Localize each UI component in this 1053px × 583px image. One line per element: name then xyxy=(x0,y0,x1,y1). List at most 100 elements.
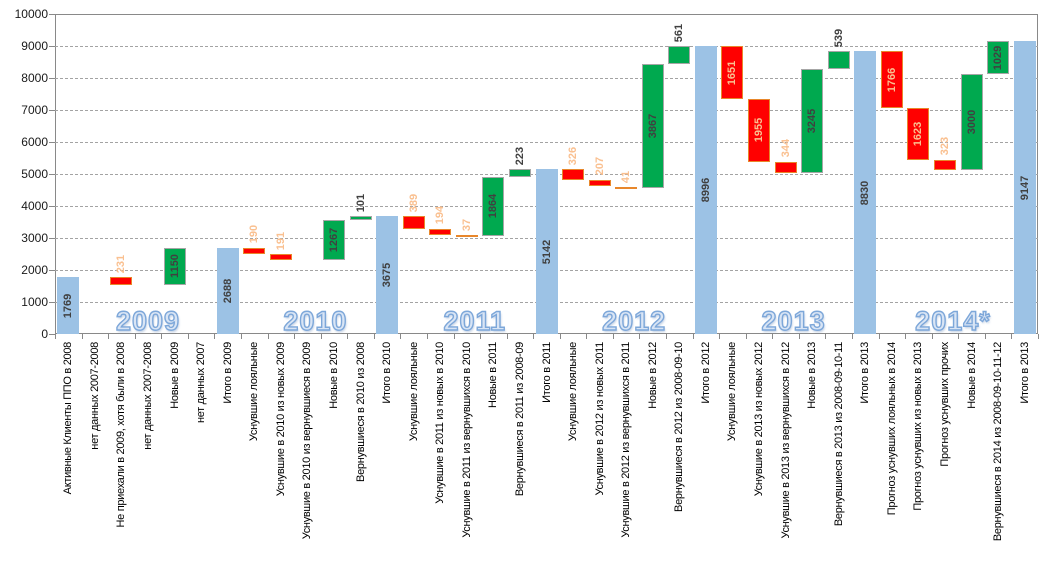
waterfall-bar-decrease xyxy=(721,46,744,99)
x-axis-tick xyxy=(639,334,641,339)
y-axis-tick xyxy=(49,78,55,79)
x-axis-category-label: Новые в 2009 xyxy=(168,342,181,409)
x-axis-tick xyxy=(506,334,508,339)
bar-value-label: 561 xyxy=(673,23,686,42)
bar-value-label: 1864 xyxy=(487,194,500,219)
x-axis-tick xyxy=(400,334,402,339)
x-axis-category-label: Вернувшиеся в 2011 из 2008-09 xyxy=(513,342,526,497)
waterfall-bar-increase xyxy=(163,247,186,285)
x-axis-category-label: нет данных 2007-2008 xyxy=(141,342,154,450)
x-axis-tick xyxy=(453,334,455,339)
bar-value-label: 8996 xyxy=(699,177,712,203)
x-axis-category-label: Уснувшие в 2011 из вернувшихся в 2010 xyxy=(460,342,473,538)
waterfall-bar-total xyxy=(216,247,239,334)
bar-value-label: 389 xyxy=(407,193,420,213)
x-axis-category-label: Вернувшиеся в 2014 из 2008-09-10-11-12 xyxy=(992,342,1005,542)
gridline xyxy=(55,142,1038,143)
y-axis-tick xyxy=(49,14,55,15)
waterfall-bar-decrease xyxy=(907,107,930,160)
x-axis-category-label: Прогноз уснувших лояльных в 2014 xyxy=(885,342,898,516)
bar-value-label: 323 xyxy=(939,137,951,156)
x-axis-tick xyxy=(745,334,747,339)
waterfall-bar-increase xyxy=(322,219,345,261)
x-axis-tick xyxy=(55,334,56,339)
waterfall-bar-total xyxy=(57,277,80,334)
bar-value-label: 539 xyxy=(832,28,845,48)
bar-value-label: 1267 xyxy=(327,227,340,253)
waterfall-bar-total xyxy=(854,51,877,334)
x-axis-tick xyxy=(81,334,83,339)
x-axis-category-label: Уснувшие лояльные xyxy=(248,342,261,442)
year-watermark-label: 2014* xyxy=(914,305,991,336)
y-axis-tick-label: 7000 xyxy=(21,103,48,117)
waterfall-bar-total xyxy=(535,169,558,334)
y-axis-tick xyxy=(49,110,55,111)
waterfall-bar-increase xyxy=(801,68,824,173)
x-axis-tick xyxy=(559,334,561,339)
x-axis-category-label: нет данных 2007 xyxy=(195,342,208,424)
bar-value-label: 194 xyxy=(434,206,447,225)
x-axis-tick xyxy=(187,334,189,339)
year-watermark-label: 2013 xyxy=(761,305,826,336)
waterfall-bar-increase xyxy=(827,51,850,69)
x-axis-tick xyxy=(240,334,242,339)
x-axis-tick xyxy=(825,334,827,339)
y-axis-tick xyxy=(49,46,55,47)
y-axis-tick-label: 9000 xyxy=(21,39,48,53)
waterfall-bar-decrease xyxy=(429,228,452,236)
waterfall-bar-increase xyxy=(668,46,691,65)
x-axis-tick xyxy=(852,334,854,339)
x-axis-category-label: Вернувшиеся в 2012 из 2008-09-10 xyxy=(673,342,686,512)
waterfall-bar-decrease xyxy=(748,98,771,162)
x-axis-category-label: Уснувшие в 2012 из вернувшихся в 2011 xyxy=(620,342,633,538)
gridline xyxy=(55,78,1038,79)
x-axis-tick xyxy=(905,334,907,339)
y-axis-tick-label: 8000 xyxy=(21,71,48,85)
x-axis-tick xyxy=(931,334,933,339)
x-axis-category-label: Итого в 2013 xyxy=(1018,342,1031,404)
gridline xyxy=(55,110,1038,111)
bar-value-label: 326 xyxy=(567,146,580,166)
waterfall-bar-total xyxy=(1013,41,1036,334)
x-axis-category-label: Новые в 2012 xyxy=(646,342,659,409)
bar-value-label: 207 xyxy=(593,157,606,176)
x-axis-tick xyxy=(1038,334,1039,339)
waterfall-bar-increase xyxy=(349,216,372,220)
x-axis-tick xyxy=(267,334,269,339)
waterfall-bar-decrease xyxy=(774,161,797,173)
bar-value-label: 1651 xyxy=(726,60,739,85)
x-axis-tick xyxy=(666,334,668,339)
y-axis-tick-label: 10000 xyxy=(14,7,48,21)
x-axis-tick xyxy=(480,334,482,339)
y-axis-tick-label: 1000 xyxy=(21,295,48,309)
bar-value-label: 231 xyxy=(115,254,128,274)
bar-value-label: 344 xyxy=(779,138,792,158)
x-axis-category-label: Вернувшиеся в 2013 из 2008-09-10-11 xyxy=(832,342,845,527)
y-axis-tick-label: 3000 xyxy=(21,231,48,245)
bar-value-label: 1766 xyxy=(885,67,898,92)
x-axis-tick xyxy=(772,334,774,339)
x-axis-category-label: Уснувшие лояльные xyxy=(407,342,420,442)
x-axis-category-label: Вернувшиеся в 2010 из 2008 xyxy=(354,342,367,482)
x-axis-tick xyxy=(294,334,296,339)
bar-value-label: 1769 xyxy=(62,293,75,318)
x-axis-category-label: Новые в 2013 xyxy=(806,342,819,409)
y-axis-tick-label: 6000 xyxy=(21,135,48,149)
waterfall-bar-total xyxy=(694,46,717,334)
x-axis-category-label: Уснувшие в 2012 из новых 2011 xyxy=(593,342,606,496)
x-axis-category-label: Новые в 2010 xyxy=(327,342,340,409)
bar-value-label: 3245 xyxy=(806,108,819,133)
x-axis-tick xyxy=(612,334,614,339)
year-watermark-label: 2012 xyxy=(601,305,667,336)
x-axis-tick xyxy=(214,334,216,339)
x-axis-tick xyxy=(798,334,800,339)
x-axis-tick xyxy=(533,334,535,339)
y-axis-tick xyxy=(49,302,55,303)
bar-value-label: 3675 xyxy=(381,262,394,288)
waterfall-bar-decrease xyxy=(243,247,266,255)
x-axis-category-label: Новые в 2011 xyxy=(487,342,500,408)
waterfall-bar-decrease xyxy=(588,179,611,187)
bar-value-label: 3000 xyxy=(965,109,978,135)
y-axis-tick xyxy=(49,238,55,239)
